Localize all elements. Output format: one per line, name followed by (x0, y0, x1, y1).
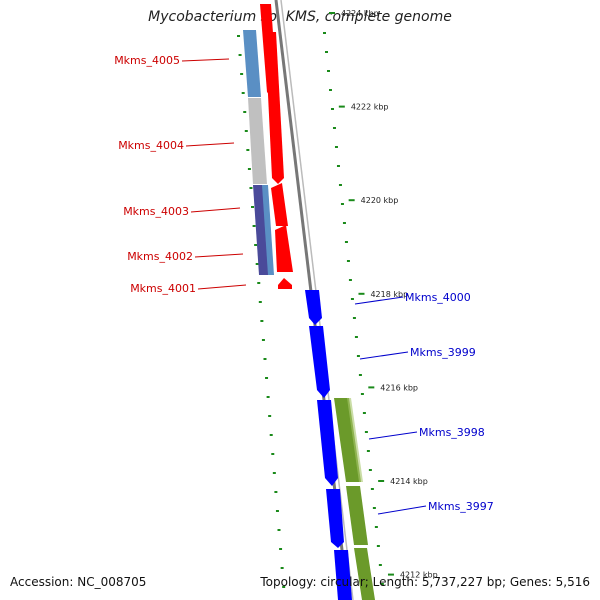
scale-label: 4214 kbp (390, 477, 428, 486)
leader-line (181, 58, 230, 62)
scale-label: 4218 kbp (370, 290, 408, 299)
cds-arrow (265, 32, 284, 184)
scale-label: 4222 kbp (351, 103, 389, 112)
cds-arrow (278, 278, 292, 289)
scale-label: 4212 kbp (400, 571, 438, 580)
leader-line (194, 253, 244, 258)
cds-arrow (309, 326, 330, 398)
gene-label[interactable]: Mkms_3999 (410, 346, 476, 359)
ortholog-segment (248, 98, 267, 184)
ortholog-segment (354, 548, 375, 600)
gc-track-right (323, 32, 384, 585)
scale-label: 4220 kbp (361, 196, 399, 205)
cds-arrow (317, 400, 338, 486)
cds-arrow (326, 489, 344, 548)
ortholog-segment (243, 30, 261, 97)
scale-label: 4216 kbp (380, 383, 418, 392)
leader-line (190, 207, 241, 213)
ortholog-block-a (243, 30, 261, 97)
gene-label[interactable]: Mkms_3997 (428, 500, 494, 513)
cds-arrow (305, 290, 322, 325)
leader-line (185, 142, 235, 147)
gene-label[interactable]: Mkms_4003 (123, 205, 189, 218)
cds-arrow (334, 550, 352, 600)
gene-label[interactable]: Mkms_4002 (127, 250, 193, 263)
gene-label[interactable]: Mkms_4004 (118, 139, 184, 152)
ortholog-block-c (253, 185, 274, 275)
ortholog-segment (346, 486, 368, 545)
scale-track: 4224 kbp 4222 kbp 4220 kbp 4218 kbp 4216 kbp… (329, 9, 438, 580)
forward-cds-track (260, 4, 293, 289)
gene-label[interactable]: Mkms_4000 (405, 291, 471, 304)
cds-arrow (271, 183, 288, 226)
leader-line (359, 351, 409, 360)
cds-arrow (275, 225, 293, 272)
gene-label[interactable]: Mkms_4001 (130, 282, 196, 295)
left-gene-labels: Mkms_4005 Mkms_4004 Mkms_4003 Mkms_4002 Mkms… (114, 54, 247, 295)
leader-line (197, 284, 247, 290)
reverse-cds-track (305, 290, 352, 600)
ortholog-block-d (334, 398, 375, 600)
leader-line (354, 296, 404, 305)
scale-label: 4224 kbp (341, 9, 379, 18)
ortholog-block-b (248, 98, 267, 184)
right-gene-labels: Mkms_4000 Mkms_3999 Mkms_3998 Mkms_3997 (354, 291, 494, 515)
ortholog-segment (262, 185, 274, 275)
genome-summary-text: Topology: circular; Length: 5,737,227 bp… (260, 575, 590, 589)
gene-label[interactable]: Mkms_3998 (419, 426, 485, 439)
ortholog-segment (334, 398, 361, 482)
gene-label[interactable]: Mkms_4005 (114, 54, 180, 67)
leader-line (368, 431, 418, 440)
leader-line (377, 505, 427, 515)
map-title: Mycobacterium sp. KMS, complete genome (148, 9, 452, 25)
accession-text: Accession: NC_008705 (10, 575, 147, 589)
gc-track-left (237, 35, 286, 588)
